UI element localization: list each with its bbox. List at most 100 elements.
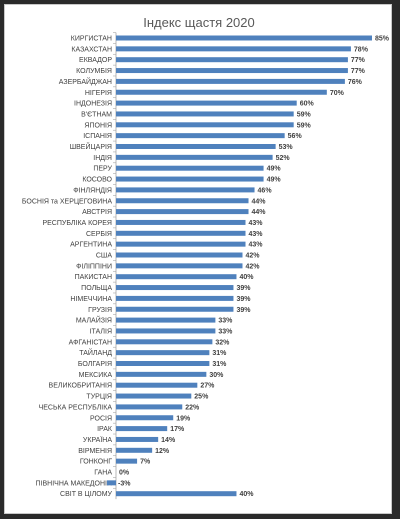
data-bar bbox=[116, 219, 246, 225]
data-bar bbox=[116, 68, 348, 74]
category-label: ГРУЗІЯ bbox=[88, 307, 112, 314]
data-value-label: 31% bbox=[212, 361, 227, 368]
data-value-label: 19% bbox=[176, 415, 191, 422]
category-label: МЕКСИКА bbox=[79, 372, 113, 379]
category-label: КАЗАХСТАН bbox=[71, 46, 112, 53]
data-value-label: 39% bbox=[236, 285, 251, 292]
data-value-label: 77% bbox=[351, 68, 366, 75]
category-label: ІНДОНЕЗІЯ bbox=[74, 101, 112, 108]
data-bar bbox=[116, 144, 276, 149]
category-label: ЧЕСЬКА РЕСПУБЛІКА bbox=[39, 404, 113, 411]
data-value-label: 40% bbox=[239, 491, 254, 498]
category-label: ТАЙЛАНД bbox=[79, 348, 112, 357]
data-value-label: 25% bbox=[194, 394, 209, 401]
data-bar bbox=[116, 165, 264, 171]
data-value-label: 77% bbox=[351, 57, 366, 64]
category-label: АЗЕРБАЙДЖАН bbox=[59, 77, 112, 86]
data-value-label: 85% bbox=[375, 36, 390, 43]
data-value-label: 14% bbox=[161, 437, 176, 444]
data-bar bbox=[116, 78, 345, 84]
data-value-label: 0% bbox=[119, 470, 130, 477]
category-label: КОЛУМБІЯ bbox=[76, 68, 112, 75]
data-value-label: 49% bbox=[267, 166, 282, 173]
category-label: ПЕРУ bbox=[93, 166, 112, 173]
data-bar bbox=[116, 230, 246, 236]
data-bar bbox=[116, 133, 285, 139]
data-value-label: 33% bbox=[218, 328, 233, 335]
data-bar bbox=[116, 371, 207, 377]
data-value-label: 7% bbox=[140, 459, 151, 466]
category-label: ГОНКОНГ bbox=[80, 459, 112, 466]
data-value-label: 17% bbox=[170, 426, 185, 433]
data-bar bbox=[116, 415, 174, 421]
data-bar bbox=[116, 458, 138, 464]
category-label: БОЛГАРІЯ bbox=[78, 361, 112, 368]
category-label: ІСПАНІЯ bbox=[83, 133, 112, 140]
data-bar bbox=[116, 361, 210, 366]
category-label: НІГЕРІЯ bbox=[85, 90, 112, 97]
category-label: ТУРЦІЯ bbox=[86, 394, 112, 401]
data-bar bbox=[116, 57, 348, 63]
category-label: ІНДІЯ bbox=[93, 155, 112, 162]
category-label: ІТАЛІЯ bbox=[90, 328, 112, 335]
data-value-label: 52% bbox=[276, 155, 291, 162]
category-label: ПІВНІЧНА МАКЕДОНІЯ bbox=[36, 480, 112, 487]
data-bar bbox=[116, 426, 168, 432]
category-label: ІРАК bbox=[97, 426, 113, 433]
category-label: НІМЕЧЧИНА bbox=[70, 296, 112, 303]
category-label: АРГЕНТИНА bbox=[70, 242, 112, 249]
category-label: ПАКИСТАН bbox=[75, 274, 112, 281]
data-bar bbox=[116, 339, 213, 345]
data-bar bbox=[116, 491, 237, 497]
category-label: АФГАНІСТАН bbox=[69, 339, 112, 346]
data-bar bbox=[116, 154, 273, 160]
data-bar bbox=[116, 350, 210, 356]
category-label: ГАНА bbox=[94, 470, 112, 477]
data-bar bbox=[116, 306, 234, 312]
category-label: КИРГИСТАН bbox=[71, 36, 112, 43]
data-value-label: 30% bbox=[209, 372, 224, 379]
data-bar bbox=[116, 252, 243, 258]
data-value-label: 12% bbox=[155, 448, 170, 455]
category-label: БОСНІЯ та ХЕРЦЕГОВИНА bbox=[22, 198, 112, 205]
data-bar bbox=[116, 122, 294, 128]
data-value-label: 49% bbox=[267, 177, 282, 184]
data-value-label: 31% bbox=[212, 350, 227, 357]
data-bar bbox=[116, 100, 297, 106]
data-bar bbox=[116, 436, 159, 442]
data-bar bbox=[116, 187, 255, 193]
data-value-label: 53% bbox=[279, 144, 294, 151]
data-value-label: 39% bbox=[236, 296, 251, 303]
data-value-label: 44% bbox=[252, 198, 267, 205]
category-label: ФІНЛЯНДІЯ bbox=[73, 187, 112, 194]
data-bar bbox=[106, 480, 116, 486]
category-label: СВІТ В ЦІЛОМУ bbox=[60, 491, 112, 498]
happiness-index-bar-chart: КИРГИСТАН 85% КАЗАХСТАН 78% ЕКВАДОР 77% КОЛУМБ… bbox=[22, 32, 390, 500]
data-bar bbox=[116, 317, 216, 323]
data-value-label: 42% bbox=[245, 263, 260, 270]
chart-title: Індекс щастя 2020 bbox=[143, 15, 255, 30]
data-value-label: 33% bbox=[218, 318, 233, 325]
data-bar bbox=[116, 89, 327, 95]
data-value-label: 43% bbox=[249, 231, 264, 238]
data-bar bbox=[116, 263, 243, 269]
data-bar bbox=[116, 393, 192, 399]
data-value-label: 76% bbox=[348, 79, 363, 86]
data-value-label: 40% bbox=[239, 274, 254, 281]
data-value-label: 22% bbox=[185, 404, 200, 411]
data-value-label: 27% bbox=[200, 383, 215, 390]
data-value-label: 60% bbox=[300, 101, 315, 108]
data-value-label: 39% bbox=[236, 307, 251, 314]
category-label: МАЛАЙЗІЯ bbox=[76, 316, 112, 325]
data-value-label: 44% bbox=[252, 209, 267, 216]
category-label: ВЕЛИКОБРИТАНІЯ bbox=[49, 383, 112, 390]
data-value-label: 59% bbox=[297, 122, 312, 129]
data-bar bbox=[116, 382, 198, 388]
data-value-label: 42% bbox=[245, 253, 260, 260]
category-label: ЯПОНІЯ bbox=[84, 122, 112, 129]
category-label: США bbox=[96, 253, 112, 260]
data-bar bbox=[116, 447, 153, 453]
data-bar bbox=[116, 328, 216, 334]
category-label: УКРАЇНА bbox=[83, 436, 112, 444]
